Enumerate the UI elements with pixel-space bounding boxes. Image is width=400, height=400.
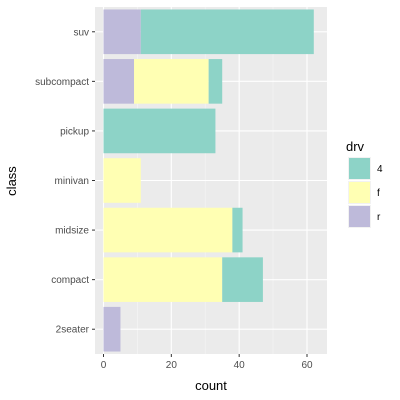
legend-label: f xyxy=(377,188,380,199)
legend-title: drv xyxy=(346,139,365,154)
bar-minivan-drv-f xyxy=(103,158,141,203)
legend-swatch-r xyxy=(349,206,370,227)
x-tick-label: 40 xyxy=(234,360,246,371)
y-tick-label: minivan xyxy=(55,176,89,187)
x-tick-label: 0 xyxy=(101,360,107,371)
x-axis-title: count xyxy=(195,378,227,393)
bar-subcompact-drv-4 xyxy=(208,59,223,104)
bar-subcompact-drv-f xyxy=(134,59,209,104)
bar-compact-drv-4 xyxy=(222,257,263,302)
y-tick-label: 2seater xyxy=(56,325,90,336)
y-tick-label: midsize xyxy=(55,226,89,237)
bars xyxy=(103,9,314,352)
bar-suv-drv-r xyxy=(103,9,141,55)
y-axis-title: class xyxy=(4,166,19,196)
bar-subcompact-drv-r xyxy=(103,59,135,104)
y-tick-label: suv xyxy=(73,27,89,38)
legend-swatch-4 xyxy=(349,158,370,179)
y-tick-label: subcompact xyxy=(35,77,89,88)
x-tick-label: 60 xyxy=(301,360,313,371)
bar-suv-drv-4 xyxy=(140,9,314,55)
legend-label: r xyxy=(377,212,381,223)
bar-midsize-drv-4 xyxy=(232,207,243,253)
x-tick-label: 20 xyxy=(166,360,178,371)
y-tick-label: pickup xyxy=(60,126,89,137)
legend: drv 4 f r xyxy=(346,139,383,228)
axes: 0 20 40 60 2seater compact midsize minivan picku… xyxy=(35,27,313,371)
bar-midsize-drv-f xyxy=(103,207,233,253)
legend-label: 4 xyxy=(377,164,383,175)
bar-compact-drv-f xyxy=(103,257,223,302)
legend-swatch-f xyxy=(349,182,370,203)
y-tick-label: compact xyxy=(51,275,89,286)
bar-2seater-drv-r xyxy=(103,306,121,352)
bar-pickup-drv-4 xyxy=(103,108,216,154)
